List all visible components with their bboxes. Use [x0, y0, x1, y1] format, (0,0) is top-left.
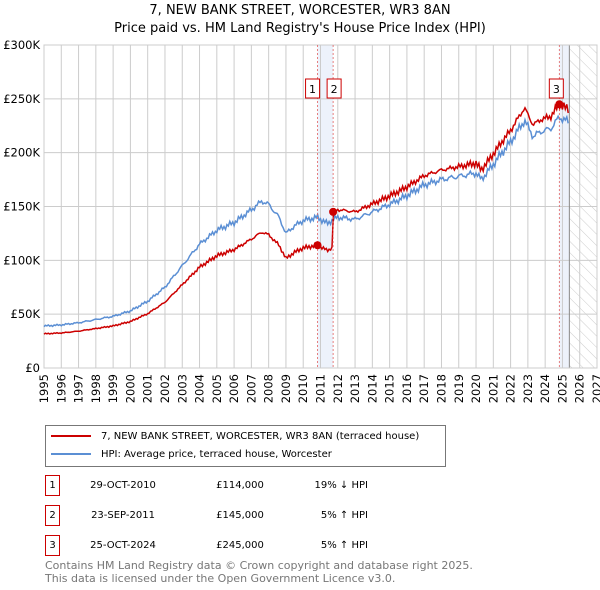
footer-licence: This data is licensed under the Open Gov… [45, 572, 396, 585]
x-tick-label: 2012 [331, 374, 345, 403]
footer-copyright: Contains HM Land Registry data © Crown c… [45, 559, 473, 572]
legend-hpi-label: HPI: Average price, terraced house, Worc… [101, 448, 332, 460]
plot-border [43, 44, 598, 369]
y-tick-label: £250K [3, 92, 40, 106]
x-tick-label: 2020 [469, 374, 483, 403]
x-tick-label: 2018 [435, 374, 449, 403]
y-tick-label: £300K [3, 38, 40, 52]
x-tick-label: 2019 [452, 374, 466, 403]
sale-label-box [326, 78, 342, 99]
x-tick-label: 2003 [175, 374, 189, 403]
y-tick-label: £150K [3, 200, 40, 214]
sale-date: 23-SEP-2011 [91, 510, 155, 521]
x-tick-label: 1999 [106, 374, 120, 403]
y-tick-label: £100K [3, 253, 40, 267]
sale-row: 1 29-OCT-2010 £114,000 19% ↓ HPI [45, 475, 445, 496]
sale-hpi-diff: 5% ↑ HPI [320, 510, 368, 521]
sale-date: 29-OCT-2010 [90, 480, 156, 491]
sale-point [313, 241, 322, 250]
x-tick-label: 2006 [227, 374, 241, 403]
hpi-line [43, 114, 569, 328]
sale-label-box [305, 78, 321, 99]
x-tick-label: 2024 [538, 374, 552, 403]
x-tick-label: 2005 [210, 374, 224, 403]
x-tick-label: 2004 [193, 374, 207, 403]
x-tick-label: 2016 [400, 374, 414, 403]
x-tick-label: 2027 [590, 374, 600, 403]
sale-price: £245,000 [216, 540, 264, 551]
price-chart: 1995 1996 1997 1998 1999 2000 2001 2002 2003 2004… [3, 38, 600, 403]
x-tick-label: 1998 [89, 374, 103, 403]
x-tick-label: 2015 [383, 374, 397, 403]
chart-subtitle: Price paid vs. HM Land Registry's House … [114, 21, 486, 36]
sale-marker-number: 1 [45, 475, 60, 496]
x-tick-label: 2010 [296, 374, 310, 403]
sale-price: £145,000 [216, 510, 264, 521]
x-tick-label: 2000 [123, 374, 137, 403]
x-tick-label: 2017 [417, 374, 431, 403]
x-tick-label: 2014 [365, 374, 379, 403]
x-tick-label: 2013 [348, 374, 362, 403]
x-tick-label: 2023 [521, 374, 535, 403]
x-tick-label: 1996 [54, 374, 68, 403]
sale-point [329, 207, 338, 216]
x-tick-label: 2025 [555, 374, 569, 403]
x-tick-label: 2007 [244, 374, 258, 403]
property-price-line [43, 100, 569, 335]
sale-price: £114,000 [216, 480, 264, 491]
x-tick-label: 2009 [279, 374, 293, 403]
sale-label: 3 [553, 83, 560, 96]
legend-property-label: 7, NEW BANK STREET, WORCESTER, WR3 8AN (… [101, 430, 420, 442]
legend: 7, NEW BANK STREET, WORCESTER, WR3 8AN (… [45, 425, 446, 467]
sale-row: 2 23-SEP-2011 £145,000 5% ↑ HPI [45, 505, 445, 526]
legend-property-swatch [51, 435, 91, 437]
x-tick-label: 2001 [141, 374, 155, 403]
sale-hpi-diff: 19% ↓ HPI [314, 480, 368, 491]
x-tick-label: 2002 [158, 374, 172, 403]
x-tick-label: 2008 [262, 374, 276, 403]
sale-marker-number: 3 [45, 535, 60, 556]
sale-label: 1 [309, 83, 316, 96]
y-tick-label: £0 [25, 361, 40, 375]
x-tick-label: 1997 [72, 374, 86, 403]
sale-label: 2 [331, 83, 338, 96]
x-tick-label: 2011 [314, 374, 328, 403]
sale-hpi-diff: 5% ↑ HPI [320, 540, 368, 551]
sale-date: 25-OCT-2024 [90, 540, 156, 551]
y-tick-label: £200K [3, 146, 40, 160]
x-tick-label: 2021 [486, 374, 500, 403]
sale-point [555, 100, 564, 109]
legend-hpi-swatch [51, 453, 91, 455]
sale-marker-number: 2 [45, 505, 60, 526]
y-tick-label: £50K [11, 307, 41, 321]
sale-row: 3 25-OCT-2024 £245,000 5% ↑ HPI [45, 535, 445, 556]
x-tick-label: 2026 [573, 374, 587, 403]
x-tick-label: 1995 [37, 374, 51, 403]
x-tick-label: 2022 [504, 374, 518, 403]
sale-label-box [548, 78, 564, 99]
chart-title: 7, NEW BANK STREET, WORCESTER, WR3 8AN [149, 3, 451, 18]
